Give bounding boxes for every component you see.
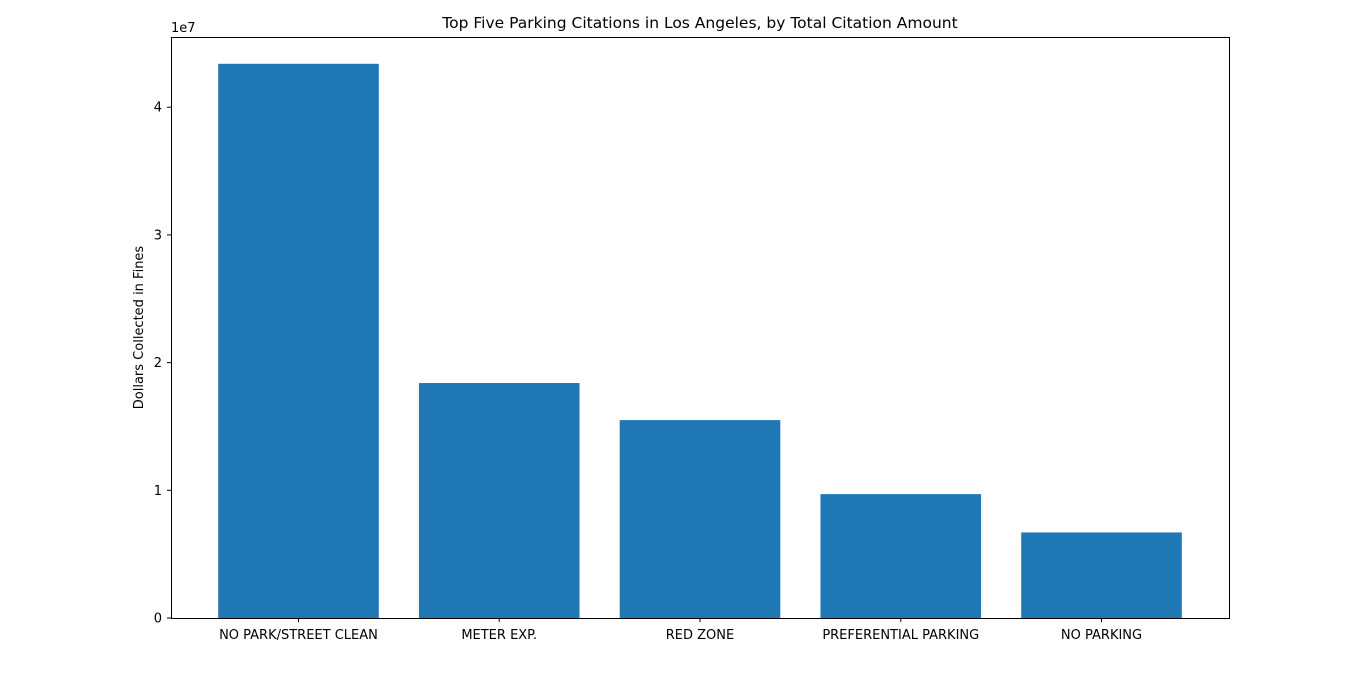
chart-title: Top Five Parking Citations in Los Angele…: [441, 14, 957, 32]
y-tick-label: 0: [154, 612, 162, 627]
x-tick-label: NO PARKING: [1061, 628, 1142, 643]
bar-3: [619, 420, 781, 618]
x-axis-ticks: NO PARK/STREET CLEAN METER EXP. RED ZONE PR…: [219, 618, 1142, 643]
plot-area-frame: [171, 37, 1230, 619]
x-tick-label: NO PARK/STREET CLEAN: [219, 628, 378, 643]
bar-1: [218, 63, 379, 619]
y-tick-label: 1: [154, 484, 162, 499]
y-tick-label: 4: [154, 101, 162, 116]
y-tick-label: 3: [154, 228, 162, 243]
bar-2: [418, 383, 580, 618]
bar-4: [820, 494, 982, 618]
y-axis-ticks: 0 1 2 3 4: [154, 101, 171, 627]
x-tick-label: METER EXP.: [461, 628, 537, 643]
x-tick-label: PREFERENTIAL PARKING: [822, 628, 979, 643]
y-axis-offset-label: 1e7: [171, 21, 196, 36]
bars-layer: [218, 63, 1182, 619]
bar-5: [1021, 532, 1182, 618]
y-axis-title: Dollars Collected in Fines: [132, 246, 147, 410]
x-tick-label: RED ZONE: [666, 628, 734, 643]
y-tick-label: 2: [154, 356, 162, 371]
